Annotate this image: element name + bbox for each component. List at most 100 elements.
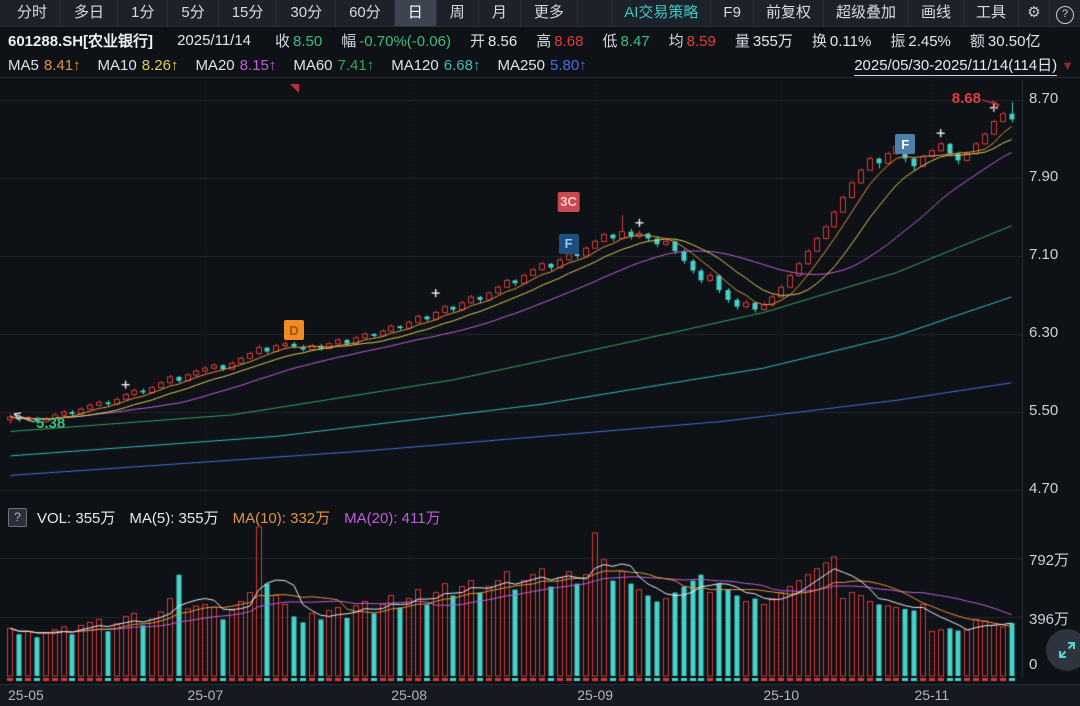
settings-gear-icon[interactable]: ⚙ [1018, 0, 1049, 26]
ma-label: MA120 [391, 56, 439, 74]
ai-strategy-button[interactable]: AI交易策略 [611, 0, 710, 26]
volume-axis-label: 396万 [1029, 610, 1070, 628]
ma-label: MA20 [195, 56, 235, 74]
price-axis-label: 8.70 [1029, 90, 1059, 107]
ma-value: 8.15↑ [239, 56, 277, 74]
forward-adjust-button[interactable]: 前复权 [752, 0, 823, 26]
quote-date: 2025/11/14 [177, 31, 252, 49]
ma-item-1: MA10 8.26↑ [98, 57, 179, 74]
date-range-label: 2025/05/30-2025/11/14(114日) [854, 56, 1058, 76]
quote-field-value: -0.70%(-0.06) [359, 32, 451, 50]
x-axis-label: 25-10 [763, 687, 800, 703]
period-tab-0[interactable]: 分时 [4, 0, 62, 26]
date-range-selector[interactable]: 2025/05/30-2025/11/14(114日) ▼ [854, 53, 1074, 78]
price-axis-label: 6.30 [1029, 324, 1059, 341]
price-axis-label: 5.50 [1029, 402, 1059, 419]
price-axis-label: 7.10 [1029, 246, 1059, 263]
volume-values: VOL: 355万 MA(5): 355万 MA(10): 332万 MA(20): … [37, 507, 455, 528]
quote-field-label: 量 [734, 32, 750, 50]
quote-field-value: 8.68 [554, 32, 584, 50]
quote-field-value: 8.47 [620, 32, 650, 50]
period-tab-9[interactable]: 月 [479, 0, 521, 26]
signal-marker-D: D [283, 320, 304, 341]
period-tabs: 分时 多日 1分 5分 15分 30分 60分日周月更多 [4, 0, 578, 26]
signal-marker-F: F [895, 134, 916, 155]
period-tab-7[interactable]: 日 [394, 0, 437, 26]
toolbar-buttons: AI交易策略 F9 前复权 超级叠加 画线 工具 [611, 0, 1018, 26]
quote-field-6: 量 355万 [735, 30, 793, 51]
super-overlay-button[interactable]: 超级叠加 [822, 0, 908, 26]
volume-stat-3: MA(20): 411万 [344, 509, 441, 527]
f9-button[interactable]: F9 [710, 0, 753, 26]
ma-label: MA250 [497, 56, 545, 74]
quote-field-5: 均 8.59 [669, 30, 716, 51]
symbol-name: 601288.SH[农业银行] [8, 32, 154, 50]
quote-field-label: 开 [469, 32, 485, 50]
period-tab-8[interactable]: 周 [437, 0, 479, 26]
quote-field-value: 355万 [752, 32, 793, 50]
help-icon[interactable]: ? [1049, 0, 1080, 26]
volume-axis-label: 0 [1029, 656, 1038, 673]
volume-indicator-bar: ? VOL: 355万 MA(5): 355万 MA(10): 332万 MA(20)… [8, 506, 455, 528]
ma-item-2: MA20 8.15↑ [195, 57, 276, 74]
ma-value: 6.68↑ [443, 56, 481, 74]
ma-item-0: MA5 8.41↑ [8, 57, 81, 74]
quote-field-label: 低 [602, 32, 618, 50]
period-tab-2[interactable]: 1分 [118, 0, 169, 26]
ma-value: 8.41↑ [43, 56, 81, 74]
ma-item-5: MA250 5.80↑ [497, 57, 586, 74]
period-tab-3[interactable]: 5分 [168, 0, 219, 26]
quote-field-label: 换 [811, 32, 827, 50]
volume-stat-2: MA(10): 332万 [232, 509, 331, 527]
price-axis-label: 7.90 [1029, 168, 1059, 185]
period-tab-1[interactable]: 多日 [61, 0, 119, 26]
toolbar-actions: AI交易策略 F9 前复权 超级叠加 画线 工具 ⚙ ? [611, 0, 1080, 26]
period-tab-6[interactable]: 60分 [336, 0, 395, 26]
quote-field-value: 8.56 [488, 32, 518, 50]
signal-marker-3C: 3C [557, 191, 580, 212]
ma-label: MA10 [97, 56, 137, 74]
quote-field-8: 振 2.45% [890, 30, 951, 51]
ma-value: 8.26↑ [141, 56, 179, 74]
ma-item-4: MA120 6.68↑ [391, 57, 480, 74]
quote-field-label: 均 [668, 32, 684, 50]
x-axis-label: 25-07 [187, 687, 224, 703]
quote-field-value: 8.50 [293, 32, 323, 50]
quote-field-0: 收 8.50 [275, 30, 322, 51]
volume-axis-label: 792万 [1029, 551, 1070, 569]
quote-field-3: 高 8.68 [536, 30, 583, 51]
quote-field-9: 额 30.50亿 [970, 30, 1041, 51]
expand-icon[interactable] [1046, 629, 1080, 671]
period-tab-10[interactable]: 更多 [521, 0, 578, 26]
ma-values: MA5 8.41↑ MA10 8.26↑ MA20 8.15↑ MA60 7.41↑ MA120… [8, 57, 604, 74]
quote-field-label: 收 [275, 32, 291, 50]
quote-field-value: 0.11% [829, 32, 872, 50]
x-axis-label: 25-09 [577, 687, 614, 703]
price-axis-separator [1022, 79, 1023, 677]
quote-field-4: 低 8.47 [602, 30, 649, 51]
quote-field-label: 高 [536, 32, 552, 50]
draw-line-button[interactable]: 画线 [907, 0, 963, 26]
signal-marker-F: F [558, 233, 579, 254]
price-axis-label: 4.70 [1029, 480, 1059, 497]
low-price-annotation: 5.38 [36, 415, 66, 432]
ma-value: 5.80↑ [549, 56, 587, 74]
volume-stat-0: VOL: 355万 [37, 509, 116, 527]
chevron-down-icon: ▼ [1061, 58, 1074, 73]
quote-field-value: 2.45% [908, 32, 951, 50]
indicator-help-icon[interactable]: ? [8, 507, 27, 527]
tools-button[interactable]: 工具 [962, 0, 1018, 26]
ma-item-3: MA60 7.41↑ [293, 57, 374, 74]
expand-arrows [1059, 642, 1075, 658]
ma-indicator-bar: MA5 8.41↑ MA10 8.26↑ MA20 8.15↑ MA60 7.41↑ MA120… [0, 53, 1080, 78]
x-axis-label: 25-11 [914, 687, 950, 703]
ma-label: MA5 [8, 56, 39, 74]
period-tab-4[interactable]: 15分 [219, 0, 278, 26]
quote-field-value: 30.50亿 [987, 32, 1041, 50]
quote-field-7: 换 0.11% [812, 30, 871, 51]
high-price-annotation: 8.68 [951, 90, 981, 107]
period-tab-5[interactable]: 30分 [277, 0, 337, 26]
quote-field-label: 幅 [341, 32, 357, 50]
